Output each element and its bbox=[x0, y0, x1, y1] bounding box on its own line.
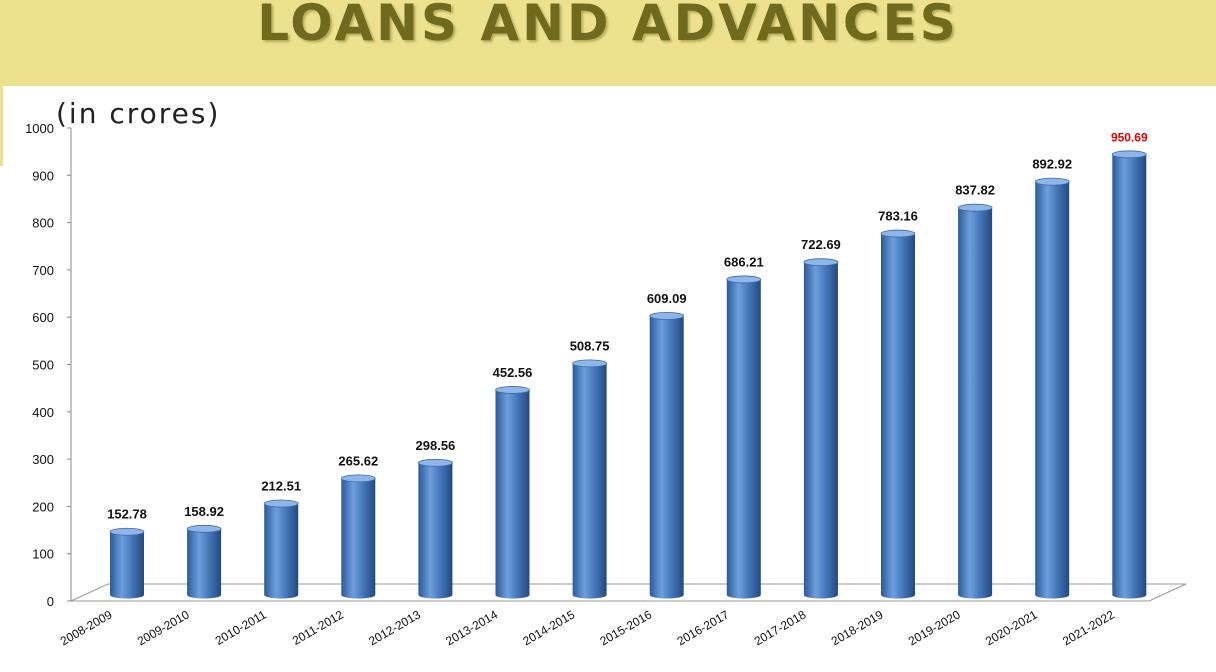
bar bbox=[1034, 177, 1070, 599]
data-label: 783.16 bbox=[878, 209, 918, 224]
bar-top bbox=[726, 275, 762, 284]
x-category-label: 2010-2011 bbox=[213, 607, 269, 648]
y-tick-label: 100 bbox=[32, 547, 54, 562]
bar-body bbox=[881, 233, 915, 599]
bar-top bbox=[417, 458, 453, 467]
data-label: 508.75 bbox=[570, 338, 610, 353]
bar bbox=[495, 386, 530, 599]
bar-top bbox=[109, 527, 145, 536]
bar bbox=[803, 258, 839, 599]
bar-top bbox=[572, 359, 607, 368]
x-category-label: 2019-2020 bbox=[906, 607, 963, 648]
bar-top bbox=[957, 203, 993, 212]
chart-axes bbox=[70, 128, 1187, 602]
bar-body bbox=[187, 528, 222, 599]
banner-edge bbox=[0, 86, 3, 166]
bar bbox=[417, 458, 453, 599]
bar bbox=[186, 524, 222, 599]
data-label: 609.09 bbox=[647, 291, 687, 306]
bar-top bbox=[1034, 177, 1070, 186]
bar-body bbox=[341, 478, 376, 599]
data-label: 212.51 bbox=[261, 478, 301, 493]
bar-top bbox=[803, 258, 839, 267]
bar-top bbox=[880, 229, 916, 238]
x-category-label: 2014-2015 bbox=[520, 607, 577, 648]
bar bbox=[649, 312, 685, 599]
bar bbox=[340, 474, 376, 599]
bar-body bbox=[958, 207, 993, 599]
bar-body bbox=[572, 363, 607, 599]
x-axis-categories: 2008-2009 2009-2010 2010-2011 2011-2012 2012… bbox=[58, 607, 1117, 648]
bar bbox=[263, 499, 299, 599]
y-tick-label: 300 bbox=[32, 452, 54, 467]
bar-body bbox=[1035, 181, 1070, 599]
bar bbox=[1111, 150, 1147, 599]
bar bbox=[572, 359, 607, 599]
data-label: 837.82 bbox=[955, 183, 995, 198]
x-category-label: 2018-2019 bbox=[829, 607, 886, 648]
unit-label: (in crores) bbox=[56, 97, 221, 130]
page-title: LOANS AND ADVANCES bbox=[257, 0, 959, 52]
bar-body bbox=[1112, 154, 1147, 599]
x-category-label: 2012-2013 bbox=[366, 607, 423, 648]
data-label: 892.92 bbox=[1032, 157, 1072, 172]
bar-body bbox=[264, 503, 299, 599]
data-labels: 152.78 158.92 212.51 265.62 298.56 452.56 508.… bbox=[107, 130, 1148, 521]
bar-body bbox=[803, 262, 838, 599]
bar bbox=[109, 527, 145, 599]
bar bbox=[726, 275, 762, 599]
title-banner: LOANS AND ADVANCES bbox=[0, 0, 1216, 86]
bar bbox=[880, 229, 916, 599]
bar-top bbox=[649, 312, 685, 320]
data-label: 686.21 bbox=[724, 254, 764, 269]
data-label: 298.56 bbox=[416, 438, 456, 453]
bar-body bbox=[649, 315, 684, 599]
y-tick-label: 600 bbox=[32, 310, 54, 325]
data-label: 265.62 bbox=[338, 453, 378, 468]
chart-floor bbox=[70, 583, 1187, 602]
bar bbox=[957, 203, 993, 599]
y-tick-label: 200 bbox=[32, 499, 54, 514]
x-category-label: 2011-2012 bbox=[290, 607, 346, 648]
y-tick-label: 700 bbox=[32, 263, 54, 278]
y-axis-ticks: 0 100 200 300 400 500 600 700 800 900 1000 bbox=[25, 121, 71, 609]
x-category-label: 2021-2022 bbox=[1060, 607, 1117, 648]
x-category-label: 2016-2017 bbox=[675, 607, 732, 648]
y-tick-label: 500 bbox=[32, 358, 54, 373]
x-category-label: 2015-2016 bbox=[597, 607, 654, 648]
y-tick-label: 400 bbox=[32, 405, 54, 420]
bar-body bbox=[110, 531, 144, 599]
x-category-label: 2009-2010 bbox=[135, 607, 192, 648]
x-category-label: 2017-2018 bbox=[752, 607, 809, 648]
x-category-label: 2020-2021 bbox=[983, 607, 1040, 648]
y-tick-label: 1000 bbox=[25, 121, 54, 136]
bar-top bbox=[186, 524, 222, 533]
chart-bars bbox=[109, 150, 1147, 599]
y-tick-label: 0 bbox=[47, 594, 54, 609]
bar-top bbox=[1111, 150, 1147, 159]
data-label: 452.56 bbox=[493, 365, 533, 380]
bar-body bbox=[418, 462, 453, 599]
bar-top bbox=[340, 474, 376, 483]
data-label: 152.78 bbox=[107, 507, 147, 522]
x-category-label: 2013-2014 bbox=[443, 607, 500, 648]
y-tick-label: 900 bbox=[32, 168, 54, 183]
x-category-label: 2008-2009 bbox=[58, 607, 115, 648]
bar-body bbox=[495, 389, 530, 599]
data-label: 158.92 bbox=[184, 504, 224, 519]
bar-top bbox=[495, 386, 530, 394]
y-tick-label: 800 bbox=[32, 216, 54, 231]
data-label: 950.69 bbox=[1111, 130, 1148, 144]
data-label: 722.69 bbox=[801, 237, 841, 252]
bar-top bbox=[263, 499, 299, 508]
bar-body bbox=[726, 279, 761, 599]
